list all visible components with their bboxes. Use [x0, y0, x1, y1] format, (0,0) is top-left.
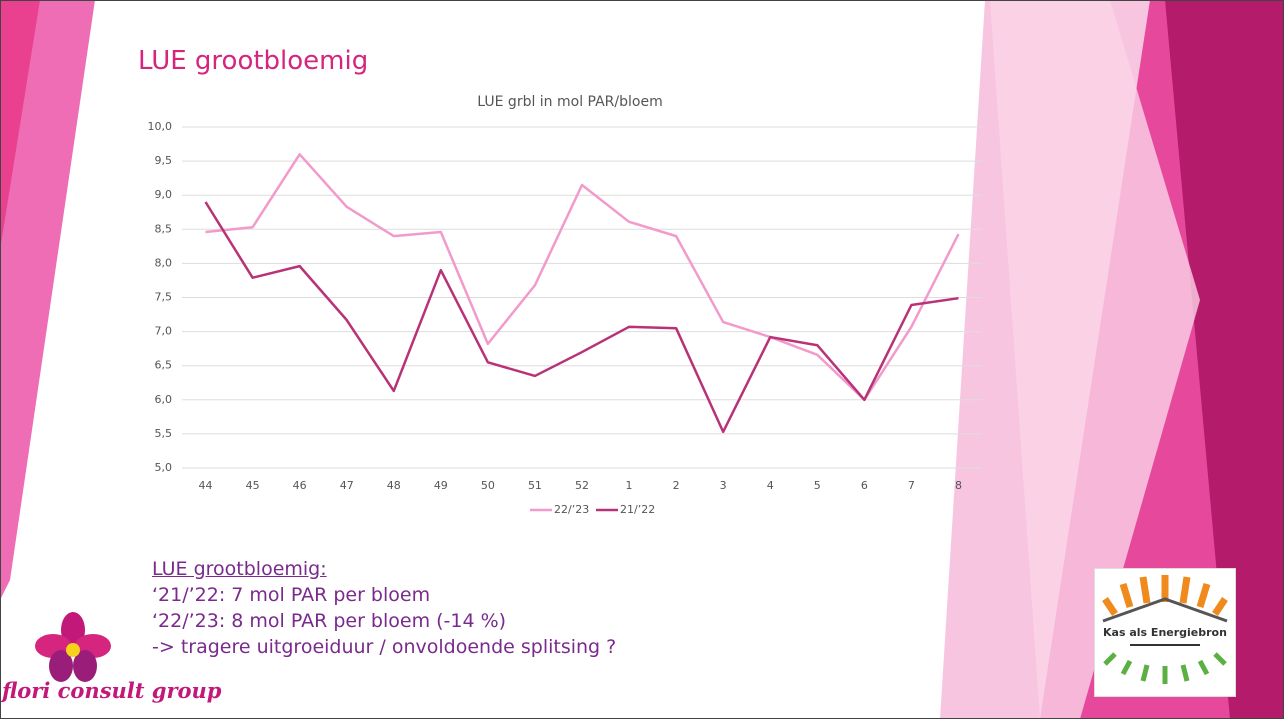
x-tick-label: 48 [387, 479, 401, 492]
x-tick-label: 51 [528, 479, 542, 492]
x-tick-label: 7 [908, 479, 915, 492]
x-tick-label: 44 [199, 479, 213, 492]
left-band [0, 0, 95, 600]
x-tick-label: 45 [246, 479, 260, 492]
x-tick-label: 49 [434, 479, 448, 492]
y-tick-label: 6,5 [155, 359, 173, 372]
y-tick-label: 8,5 [155, 222, 173, 235]
y-tick-label: 6,0 [155, 393, 173, 406]
logo-text: flori consult group [2, 678, 222, 703]
left-band-dark [0, 0, 40, 250]
y-tick-label: 7,5 [155, 291, 173, 304]
y-tick-label: 8,0 [155, 256, 173, 269]
x-tick-label: 6 [861, 479, 868, 492]
notes-line: -> tragere uitgroeiduur / onvoldoende sp… [152, 636, 617, 658]
y-tick-label: 5,5 [155, 427, 173, 440]
x-tick-label: 52 [575, 479, 589, 492]
y-tick-label: 10,0 [148, 120, 173, 133]
notes-heading: LUE grootbloemig: [152, 558, 327, 580]
x-tick-label: 3 [720, 479, 727, 492]
kas-logo: Kas als Energiebron [1094, 568, 1236, 697]
notes: LUE grootbloemig: ‘21/’22: 7 mol PAR per… [152, 556, 616, 660]
x-tick-label: 46 [293, 479, 307, 492]
y-tick-label: 9,0 [155, 188, 173, 201]
x-tick-label: 47 [340, 479, 354, 492]
legend-label: 22/’23 [554, 503, 589, 516]
y-tick-label: 7,0 [155, 325, 173, 338]
x-tick-label: 50 [481, 479, 495, 492]
y-tick-label: 9,5 [155, 154, 173, 167]
right-band-dark [1165, 0, 1284, 719]
right-band-light [990, 0, 1200, 719]
notes-line: ‘22/’23: 8 mol PAR per bloem (-14 %) [152, 610, 507, 632]
notes-line: ‘21/’22: 7 mol PAR per bloem [152, 584, 431, 606]
kas-logo-art [1102, 575, 1228, 684]
legend-label: 21/’22 [620, 503, 655, 516]
series-line [204, 201, 959, 434]
slide-title: LUE grootbloemig [138, 46, 369, 76]
x-tick-label: 8 [955, 479, 962, 492]
series-line [205, 153, 960, 402]
y-tick-label: 5,0 [155, 461, 173, 474]
x-tick-label: 5 [814, 479, 821, 492]
kas-logo-text: Kas als Energiebron [1103, 626, 1227, 639]
x-tick-label: 2 [673, 479, 680, 492]
chart-title: LUE grbl in mol PAR/bloem [477, 94, 662, 110]
flower-logo [35, 612, 111, 682]
x-tick-label: 4 [767, 479, 774, 492]
x-tick-label: 1 [626, 479, 633, 492]
